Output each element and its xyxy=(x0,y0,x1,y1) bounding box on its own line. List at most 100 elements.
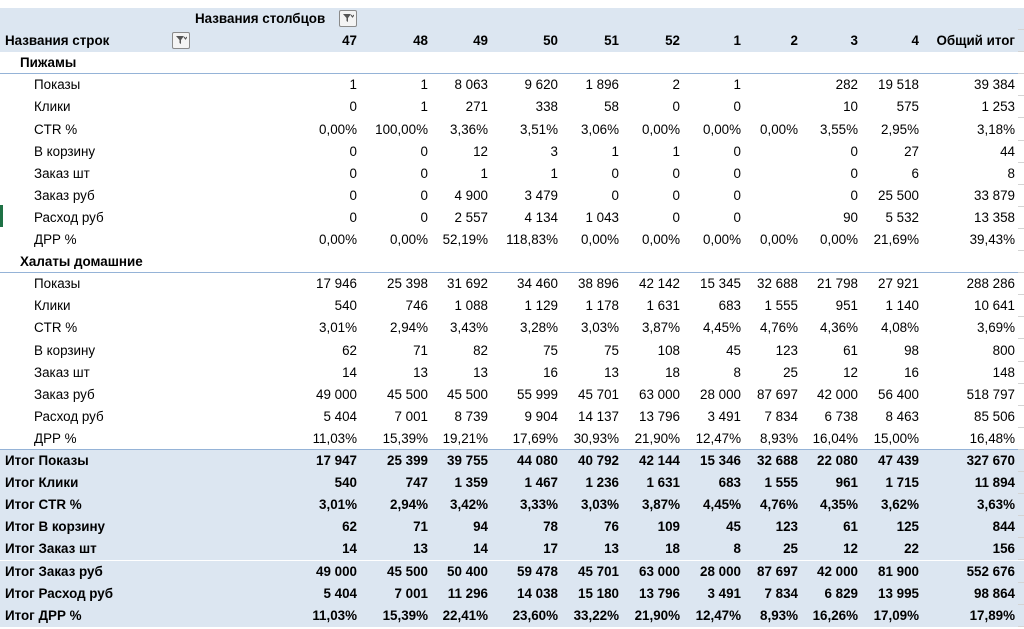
value-cell[interactable]: 13 xyxy=(473,364,488,380)
value-cell[interactable]: 518 797 xyxy=(966,386,1015,402)
value-cell[interactable]: 6 738 xyxy=(824,408,858,424)
row-label[interactable]: ДРР % xyxy=(34,232,77,247)
value-cell[interactable]: 1 359 xyxy=(454,475,488,491)
column-header[interactable]: 49 xyxy=(473,33,488,49)
value-cell[interactable]: 1 178 xyxy=(585,298,619,314)
value-cell[interactable]: 21,90% xyxy=(634,430,680,446)
value-cell[interactable]: 125 xyxy=(896,519,919,535)
value-cell[interactable]: 0 xyxy=(850,165,858,181)
value-cell[interactable]: 14 xyxy=(473,541,488,557)
value-cell[interactable]: 9 904 xyxy=(524,408,558,424)
row-label[interactable]: Заказ шт xyxy=(34,165,90,181)
value-cell[interactable]: 3 491 xyxy=(707,408,741,424)
value-cell[interactable]: 1 631 xyxy=(646,475,680,491)
total-label[interactable]: Итог В корзину xyxy=(5,519,106,535)
value-cell[interactable]: 32 688 xyxy=(757,276,798,292)
value-cell[interactable]: 14 038 xyxy=(517,585,558,601)
value-cell[interactable]: 1 555 xyxy=(764,475,798,491)
value-cell[interactable]: 3,62% xyxy=(881,497,919,513)
column-header[interactable]: 48 xyxy=(413,33,428,49)
value-cell[interactable]: 1 140 xyxy=(885,298,919,314)
value-cell[interactable] xyxy=(743,163,798,185)
column-header[interactable]: 50 xyxy=(543,33,558,49)
value-cell[interactable]: 17,69% xyxy=(512,430,558,446)
value-cell[interactable]: 1 129 xyxy=(524,298,558,314)
value-cell[interactable]: 0,00% xyxy=(319,121,357,137)
value-cell[interactable]: 90 xyxy=(843,209,858,225)
value-cell[interactable]: 1 xyxy=(420,77,428,93)
total-label[interactable]: Итог Расход руб xyxy=(5,585,114,601)
value-cell[interactable]: 683 xyxy=(718,298,741,314)
value-cell[interactable]: 13 xyxy=(413,541,428,557)
value-cell[interactable]: 1 043 xyxy=(585,209,619,225)
value-cell[interactable]: 42 000 xyxy=(817,386,858,402)
value-cell[interactable]: 40 792 xyxy=(578,453,619,468)
value-cell[interactable]: 52,19% xyxy=(442,232,488,247)
value-cell[interactable]: 7 001 xyxy=(394,408,428,424)
value-cell[interactable]: 25 399 xyxy=(387,453,428,468)
value-cell[interactable]: 3 479 xyxy=(524,187,558,203)
value-cell[interactable]: 7 001 xyxy=(394,585,428,601)
value-cell[interactable]: 3,69% xyxy=(977,320,1015,336)
value-cell[interactable]: 961 xyxy=(835,475,858,491)
value-cell[interactable]: 1 088 xyxy=(454,298,488,314)
row-label[interactable]: Показы xyxy=(34,77,81,93)
value-cell[interactable]: 0,00% xyxy=(703,121,741,137)
column-header[interactable]: 52 xyxy=(665,33,680,49)
value-cell[interactable]: 27 xyxy=(904,143,919,159)
row-label[interactable]: В корзину xyxy=(34,342,96,358)
value-cell[interactable] xyxy=(743,185,798,207)
value-cell[interactable]: 3,87% xyxy=(642,497,680,513)
value-cell[interactable]: 15 345 xyxy=(700,276,741,292)
value-cell[interactable]: 42 144 xyxy=(639,453,680,468)
group-label[interactable]: Халаты домашние xyxy=(20,254,143,270)
value-cell[interactable]: 4,76% xyxy=(760,497,798,513)
value-cell[interactable]: 25 398 xyxy=(387,276,428,292)
value-cell[interactable]: 45 500 xyxy=(387,563,428,579)
value-cell[interactable]: 21 798 xyxy=(817,276,858,292)
value-cell[interactable]: 16,04% xyxy=(812,430,858,446)
value-cell[interactable]: 22 xyxy=(904,541,919,557)
row-label[interactable]: Показы xyxy=(34,276,81,292)
value-cell[interactable]: 7 834 xyxy=(764,585,798,601)
value-cell[interactable]: 327 670 xyxy=(966,453,1015,468)
value-cell[interactable]: 14 137 xyxy=(578,408,619,424)
value-cell[interactable]: 4,45% xyxy=(703,320,741,336)
value-cell[interactable]: 75 xyxy=(604,342,619,358)
value-cell[interactable]: 800 xyxy=(992,342,1015,358)
value-cell[interactable]: 39 755 xyxy=(447,453,488,468)
value-cell[interactable]: 16 xyxy=(543,364,558,380)
value-cell[interactable]: 19 518 xyxy=(878,77,919,93)
value-cell[interactable]: 75 xyxy=(543,342,558,358)
value-cell[interactable]: 28 000 xyxy=(700,563,741,579)
value-cell[interactable]: 25 500 xyxy=(878,187,919,203)
value-cell[interactable]: 47 439 xyxy=(878,453,919,468)
value-cell[interactable]: 13 xyxy=(604,541,619,557)
value-cell[interactable]: 3,03% xyxy=(581,497,619,513)
value-cell[interactable]: 0 xyxy=(672,187,680,203)
value-cell[interactable]: 148 xyxy=(992,364,1015,380)
value-cell[interactable]: 45 xyxy=(726,519,741,535)
value-cell[interactable]: 13 796 xyxy=(639,585,680,601)
value-cell[interactable]: 56 400 xyxy=(878,386,919,402)
value-cell[interactable]: 45 500 xyxy=(387,386,428,402)
value-cell[interactable]: 32 688 xyxy=(757,453,798,468)
total-label[interactable]: Итог Заказ шт xyxy=(5,541,97,557)
value-cell[interactable]: 42 142 xyxy=(639,276,680,292)
column-header[interactable]: 1 xyxy=(733,33,741,49)
value-cell[interactable]: 13 358 xyxy=(974,209,1015,225)
value-cell[interactable]: 5 532 xyxy=(885,209,919,225)
value-cell[interactable]: 12 xyxy=(473,143,488,159)
value-cell[interactable]: 13 xyxy=(604,364,619,380)
value-cell[interactable]: 4 900 xyxy=(454,187,488,203)
value-cell[interactable]: 0 xyxy=(733,209,741,225)
value-cell[interactable]: 2,94% xyxy=(390,320,428,336)
value-cell[interactable]: 1 xyxy=(550,165,558,181)
value-cell[interactable]: 18 xyxy=(665,364,680,380)
value-cell[interactable]: 6 829 xyxy=(824,585,858,601)
total-label[interactable]: Итог Показы xyxy=(5,453,89,468)
value-cell[interactable]: 1 236 xyxy=(585,475,619,491)
value-cell[interactable]: 81 900 xyxy=(878,563,919,579)
value-cell[interactable]: 39 384 xyxy=(974,77,1015,93)
value-cell[interactable]: 1 xyxy=(420,99,428,115)
